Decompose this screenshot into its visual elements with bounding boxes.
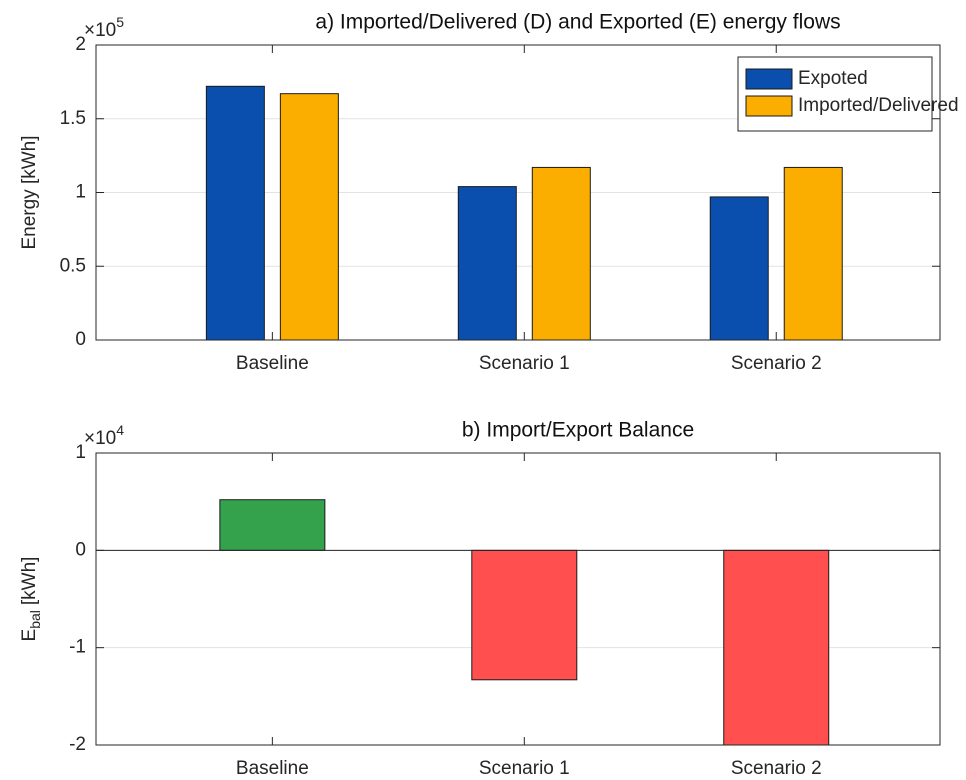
- chart-title: b) Import/Export Balance: [462, 419, 694, 442]
- x-tick-label: Scenario 1: [479, 353, 570, 374]
- y-label-symbol: E: [19, 629, 40, 642]
- y-label-subscript: bal: [27, 610, 43, 629]
- y-tick-label: 0: [75, 329, 86, 350]
- y-tick-label: 1: [75, 182, 86, 203]
- x-tick-label: Baseline: [236, 758, 309, 779]
- legend-label: Imported/Delivered: [798, 95, 959, 116]
- bar: [783, 166, 843, 341]
- bar: [457, 186, 517, 341]
- bar: [279, 93, 339, 341]
- bar: [723, 549, 830, 746]
- bar: [531, 166, 591, 341]
- y-tick-label: 0: [75, 539, 86, 560]
- x-tick-label: Baseline: [236, 353, 309, 374]
- bar: [205, 85, 265, 341]
- axes-box: [95, 44, 941, 341]
- y-tick-label: 2: [75, 34, 86, 55]
- y-tick-label: 1: [75, 442, 86, 463]
- axes-box: [95, 452, 941, 746]
- multiplier-exponent: 5: [116, 14, 124, 30]
- legend-label: Expoted: [798, 68, 868, 89]
- axis-multiplier: ×105: [84, 14, 124, 41]
- bar: [471, 549, 578, 681]
- x-tick-label: Scenario 1: [479, 758, 570, 779]
- y-tick-label: 0.5: [60, 255, 86, 276]
- legend-swatch: [745, 68, 793, 90]
- y-tick-label: 1.5: [60, 108, 86, 129]
- multiplier-exponent: 4: [116, 422, 124, 438]
- y-tick-label: -1: [69, 637, 86, 658]
- x-tick-label: Scenario 2: [731, 758, 822, 779]
- y-axis-label: Ebal [kWh]: [19, 557, 43, 642]
- y-tick-label: -2: [69, 734, 86, 755]
- y-label-unit: [kWh]: [19, 557, 40, 606]
- chart-title: a) Imported/Delivered (D) and Exported (…: [315, 11, 840, 34]
- multiplier-base: ×10: [84, 20, 116, 41]
- bar: [219, 499, 326, 551]
- x-tick-label: Scenario 2: [731, 353, 822, 374]
- multiplier-base: ×10: [84, 428, 116, 449]
- axis-multiplier: ×104: [84, 422, 124, 449]
- y-axis-label: Energy [kWh]: [19, 135, 40, 249]
- legend-swatch: [745, 95, 793, 117]
- bar: [709, 196, 769, 341]
